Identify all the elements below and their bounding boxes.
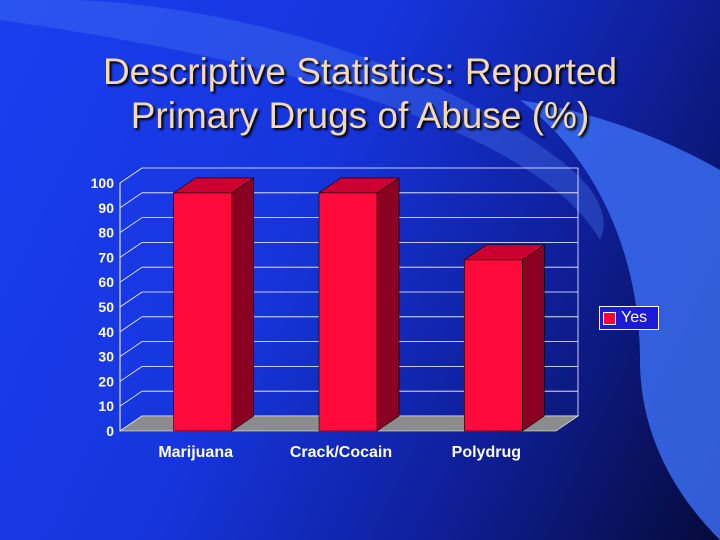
grid-diagonal-3 bbox=[119, 341, 143, 357]
bar-side bbox=[376, 177, 400, 432]
grid-diagonal-1 bbox=[119, 390, 143, 407]
y-tick-label: 30 bbox=[98, 349, 114, 365]
y-tick-label: 100 bbox=[91, 175, 115, 191]
bar-marijuana bbox=[172, 177, 255, 432]
grid-diagonal-2 bbox=[119, 366, 143, 382]
legend-swatch bbox=[603, 311, 616, 325]
y-tick-label: 50 bbox=[98, 299, 114, 315]
x-axis-ticks: Marijuana Crack/Cocain Polydrug bbox=[158, 444, 521, 461]
legend-label: Yes bbox=[621, 309, 648, 326]
y-axis-ticks: 0 10 20 30 40 50 60 70 80 90 100 bbox=[91, 175, 115, 439]
y-tick-label: 20 bbox=[98, 373, 114, 389]
y-tick-label: 60 bbox=[98, 274, 114, 290]
grid-diagonal-6 bbox=[119, 266, 143, 283]
grid-diagonal-8 bbox=[119, 217, 143, 233]
y-tick-label: 70 bbox=[98, 249, 114, 265]
x-tick-label: Crack/Cocain bbox=[290, 444, 392, 461]
bar-front bbox=[318, 192, 378, 432]
bar-crack-cocain bbox=[318, 177, 400, 432]
chart-bars bbox=[172, 177, 546, 432]
chart-legend: Yes bbox=[599, 306, 659, 330]
slide-title-line-2: Primary Drugs of Abuse (%) bbox=[130, 95, 590, 136]
x-tick-label: Polydrug bbox=[452, 444, 521, 461]
y-tick-label: 90 bbox=[98, 200, 114, 216]
grid-diagonal-4 bbox=[119, 316, 143, 333]
grid-diagonal-10 bbox=[119, 167, 143, 184]
grid-diagonal-9 bbox=[119, 192, 143, 209]
y-tick-label: 80 bbox=[98, 225, 114, 241]
slide-title: Descriptive Statistics: Reported Primary… bbox=[0, 50, 720, 138]
bar-side bbox=[522, 244, 545, 432]
bar-front bbox=[173, 192, 232, 432]
slide-title-line-1: Descriptive Statistics: Reported bbox=[102, 51, 618, 92]
x-tick-label: Marijuana bbox=[158, 444, 233, 461]
grid-diagonal-5 bbox=[119, 291, 143, 308]
y-tick-label: 0 bbox=[106, 423, 114, 439]
y-tick-label: 40 bbox=[98, 324, 114, 340]
bar-polydrug bbox=[463, 244, 546, 432]
y-tick-label: 10 bbox=[98, 398, 114, 414]
bar-front bbox=[464, 259, 523, 432]
grid-diagonal-7 bbox=[119, 242, 143, 258]
bar-side bbox=[231, 177, 254, 432]
